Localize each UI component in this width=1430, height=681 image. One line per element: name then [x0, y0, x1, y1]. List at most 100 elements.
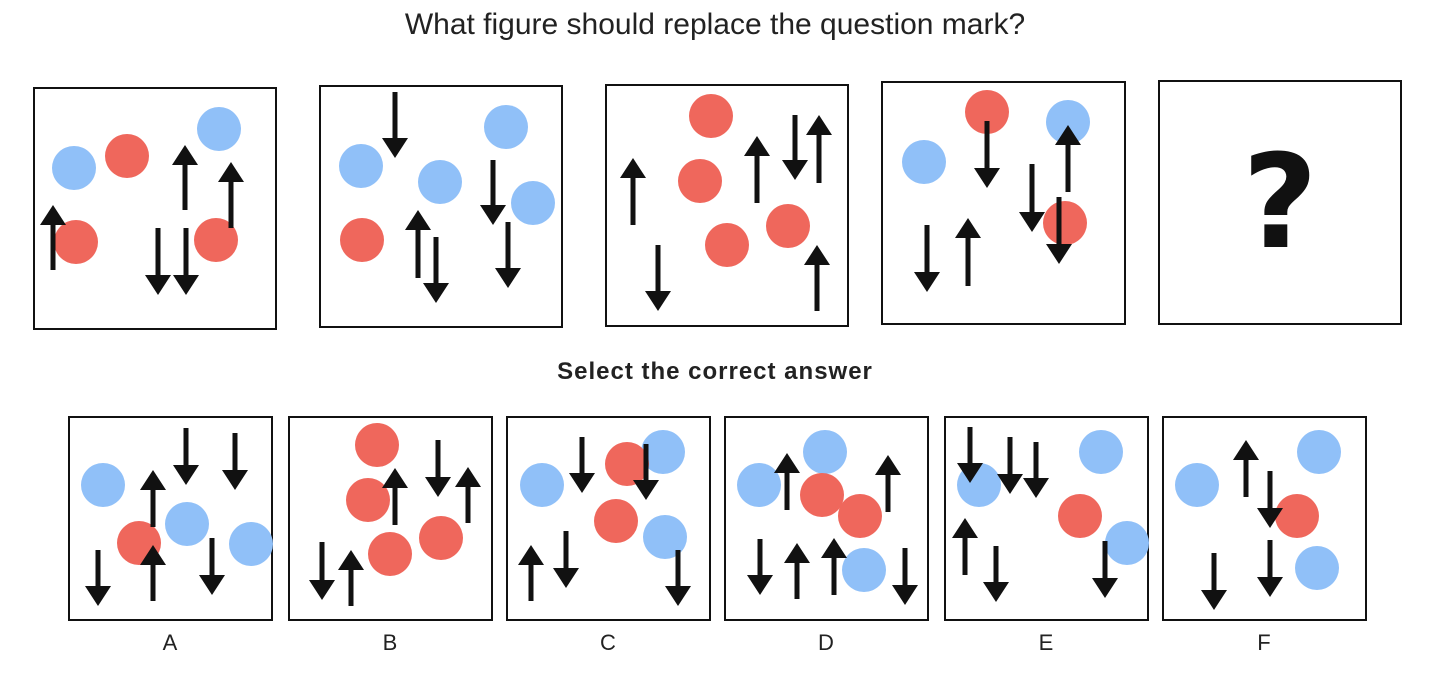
red-circle-icon	[689, 94, 733, 138]
down-arrow-icon	[1257, 540, 1283, 597]
blue-circle-icon	[1175, 463, 1219, 507]
down-arrow-icon	[633, 444, 659, 500]
up-arrow-icon	[1055, 125, 1081, 192]
red-circle-icon	[419, 516, 463, 560]
up-arrow-icon	[821, 538, 847, 595]
option-d[interactable]	[724, 416, 929, 621]
sequence-frame-4-canvas	[881, 81, 1126, 325]
down-arrow-icon	[1019, 164, 1045, 232]
blue-circle-icon	[803, 430, 847, 474]
red-circle-icon	[105, 134, 149, 178]
down-arrow-icon	[665, 550, 691, 606]
blue-circle-icon	[641, 430, 685, 474]
down-arrow-icon	[914, 225, 940, 292]
option-f-canvas	[1162, 416, 1367, 621]
answer-instruction: Select the correct answer	[557, 358, 873, 385]
option-c[interactable]	[506, 416, 711, 621]
up-arrow-icon	[620, 158, 646, 225]
down-arrow-icon	[222, 433, 248, 490]
option-c-label[interactable]: C	[600, 630, 616, 655]
down-arrow-icon	[997, 437, 1023, 494]
option-a-label[interactable]: A	[162, 630, 178, 655]
sequence-frame-4	[881, 81, 1126, 325]
sequence-frame-2	[319, 85, 563, 328]
down-arrow-icon	[1046, 197, 1072, 264]
blue-circle-icon	[1079, 430, 1123, 474]
down-arrow-icon	[309, 542, 335, 600]
red-circle-icon	[355, 423, 399, 467]
up-arrow-icon	[744, 136, 770, 203]
up-arrow-icon	[518, 545, 544, 601]
missing-frame: ?	[1158, 80, 1402, 325]
down-arrow-icon	[423, 237, 449, 303]
option-e-label[interactable]: E	[1038, 630, 1054, 655]
down-arrow-icon	[173, 428, 199, 485]
blue-circle-icon	[842, 548, 886, 592]
blue-circle-icon	[511, 181, 555, 225]
option-b[interactable]	[288, 416, 493, 621]
red-circle-icon	[1043, 201, 1087, 245]
red-circle-icon	[368, 532, 412, 576]
down-arrow-icon	[747, 539, 773, 595]
sequence-frame-1	[33, 87, 277, 330]
up-arrow-icon	[955, 218, 981, 286]
up-arrow-icon	[806, 115, 832, 183]
up-arrow-icon	[218, 162, 244, 228]
blue-circle-icon	[52, 146, 96, 190]
down-arrow-icon	[782, 115, 808, 180]
red-circle-icon	[965, 90, 1009, 134]
up-arrow-icon	[405, 210, 431, 278]
down-arrow-icon	[145, 228, 171, 295]
down-arrow-icon	[645, 245, 671, 311]
blue-circle-icon	[520, 463, 564, 507]
red-circle-icon	[346, 478, 390, 522]
option-e[interactable]	[944, 416, 1149, 621]
blue-circle-icon	[643, 515, 687, 559]
red-circle-icon	[54, 220, 98, 264]
down-arrow-icon	[553, 531, 579, 588]
sequence-frame-3	[605, 84, 849, 327]
up-arrow-icon	[784, 543, 810, 599]
up-arrow-icon	[774, 453, 800, 510]
blue-circle-icon	[81, 463, 125, 507]
blue-circle-icon	[1046, 100, 1090, 144]
down-arrow-icon	[382, 92, 408, 158]
up-arrow-icon	[40, 205, 66, 270]
option-a-canvas	[68, 416, 273, 621]
option-b-label[interactable]: B	[382, 630, 398, 655]
blue-circle-icon	[165, 502, 209, 546]
red-circle-icon	[1275, 494, 1319, 538]
down-arrow-icon	[1257, 471, 1283, 528]
down-arrow-icon	[983, 546, 1009, 602]
option-b-canvas	[288, 416, 493, 621]
up-arrow-icon	[804, 245, 830, 311]
sequence-frame-3-canvas	[605, 84, 849, 327]
down-arrow-icon	[173, 228, 199, 295]
blue-circle-icon	[197, 107, 241, 151]
red-circle-icon	[705, 223, 749, 267]
sequence-frame-1-canvas	[33, 87, 277, 330]
red-circle-icon	[678, 159, 722, 203]
down-arrow-icon	[1092, 541, 1118, 598]
option-d-label[interactable]: D	[818, 630, 834, 655]
question-title: What figure should replace the question …	[404, 8, 1026, 41]
up-arrow-icon	[952, 518, 978, 575]
option-a[interactable]	[68, 416, 273, 621]
down-arrow-icon	[892, 548, 918, 605]
sequence-frame-2-canvas	[319, 85, 563, 328]
missing-frame-canvas: ?	[1158, 80, 1402, 325]
up-arrow-icon	[1233, 440, 1259, 497]
down-arrow-icon	[974, 121, 1000, 188]
red-circle-icon	[340, 218, 384, 262]
blue-circle-icon	[229, 522, 273, 566]
option-f[interactable]	[1162, 416, 1367, 621]
up-arrow-icon	[338, 550, 364, 606]
blue-circle-icon	[1105, 521, 1149, 565]
red-circle-icon	[838, 494, 882, 538]
up-arrow-icon	[875, 455, 901, 512]
down-arrow-icon	[1023, 442, 1049, 498]
option-f-label[interactable]: F	[1257, 630, 1271, 655]
down-arrow-icon	[1201, 553, 1227, 610]
question-mark-icon: ?	[1242, 126, 1317, 278]
red-circle-icon	[194, 218, 238, 262]
